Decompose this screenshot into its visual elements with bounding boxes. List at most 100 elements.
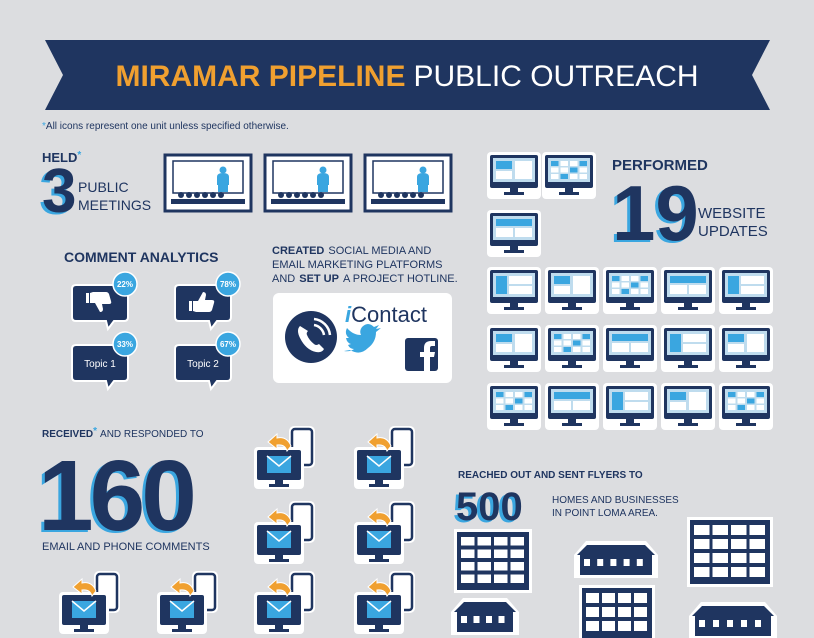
- block: [496, 344, 512, 352]
- window: [602, 621, 615, 631]
- block: [570, 174, 578, 179]
- monitor-neck: [742, 303, 750, 307]
- email-phone-icon: [254, 501, 315, 564]
- block: [515, 228, 532, 237]
- monitor-base: [504, 365, 524, 368]
- block: [631, 282, 639, 288]
- block: [560, 174, 568, 179]
- comment-bubble: Topic 2 67%: [174, 331, 241, 392]
- block: [728, 334, 744, 342]
- monitor-neck: [684, 419, 692, 423]
- percent-badge: [215, 331, 241, 357]
- window: [694, 539, 710, 549]
- icontact-logo: iContact: [345, 302, 427, 327]
- note: *All icons represent one unit unless spe…: [42, 121, 289, 132]
- block: [670, 392, 686, 400]
- audience: [202, 192, 208, 198]
- thumb: [189, 292, 215, 312]
- monitor-neck: [510, 188, 518, 192]
- email-phone-icon: [354, 426, 415, 489]
- block: [747, 405, 755, 410]
- audience: [402, 192, 408, 198]
- block: [554, 286, 570, 294]
- window: [586, 621, 599, 631]
- speaker-head: [419, 166, 427, 174]
- block: [612, 392, 623, 410]
- block: [640, 289, 648, 294]
- monitor-neck: [275, 480, 283, 484]
- block: [551, 161, 559, 166]
- block: [640, 276, 648, 281]
- block: [505, 405, 513, 410]
- title-light: PUBLIC OUTREACH: [413, 60, 698, 93]
- block: [515, 334, 532, 352]
- website-monitor: [542, 152, 596, 199]
- window: [731, 553, 747, 563]
- block: [496, 392, 504, 397]
- screen: [272, 160, 344, 194]
- block: [582, 340, 590, 346]
- window: [494, 549, 508, 558]
- held: HELD*: [42, 150, 81, 165]
- social-text: SOCIAL MEDIA AND: [328, 245, 431, 257]
- block: [554, 276, 570, 284]
- block: [560, 167, 568, 173]
- audience: [186, 192, 192, 198]
- block: [579, 174, 587, 179]
- window: [618, 621, 631, 631]
- website-monitor: [661, 383, 715, 430]
- website-monitor: [603, 325, 657, 372]
- block: [747, 398, 755, 404]
- block: [509, 286, 532, 294]
- email-phone-icon: [254, 426, 315, 489]
- block: [496, 228, 513, 237]
- block: [524, 398, 532, 404]
- block: [621, 276, 629, 281]
- window: [510, 562, 524, 571]
- email-phone-icon: [354, 501, 415, 564]
- monitor-base: [269, 559, 289, 562]
- monitor-neck: [80, 625, 88, 629]
- window: [749, 525, 765, 535]
- comment-bubble: 22%: [71, 271, 138, 332]
- monitor-neck: [626, 361, 634, 365]
- window: [712, 553, 728, 563]
- monitor-neck: [178, 625, 186, 629]
- block: [582, 347, 590, 352]
- block: [612, 282, 620, 288]
- roof: [692, 606, 774, 616]
- window: [461, 562, 475, 571]
- audience: [310, 192, 316, 198]
- block: [496, 161, 512, 169]
- audience: [378, 192, 384, 198]
- monitor-base: [504, 250, 524, 253]
- monitor-base: [369, 484, 389, 487]
- window: [461, 537, 475, 546]
- block: [756, 398, 764, 404]
- phone-logo: [285, 311, 337, 363]
- meetings-line1: PUBLIC: [78, 179, 129, 195]
- audience: [394, 192, 400, 198]
- audience: [386, 192, 392, 198]
- audience: [286, 192, 292, 198]
- window: [755, 620, 761, 627]
- window: [636, 559, 643, 566]
- arrow: [170, 577, 195, 598]
- window: [712, 567, 728, 577]
- window: [749, 539, 765, 549]
- note-text: All icons represent one unit unless spec…: [46, 121, 289, 132]
- window: [731, 539, 747, 549]
- window: [494, 574, 508, 583]
- block: [563, 334, 571, 339]
- meeting-icon: [263, 153, 353, 213]
- website-line2: UPDATES: [698, 223, 768, 240]
- monitor-base: [620, 307, 640, 310]
- window: [741, 620, 747, 627]
- block: [515, 398, 523, 404]
- window: [597, 559, 604, 566]
- arrow: [267, 507, 292, 528]
- monitor-neck: [510, 361, 518, 365]
- window: [498, 616, 505, 623]
- window: [749, 567, 765, 577]
